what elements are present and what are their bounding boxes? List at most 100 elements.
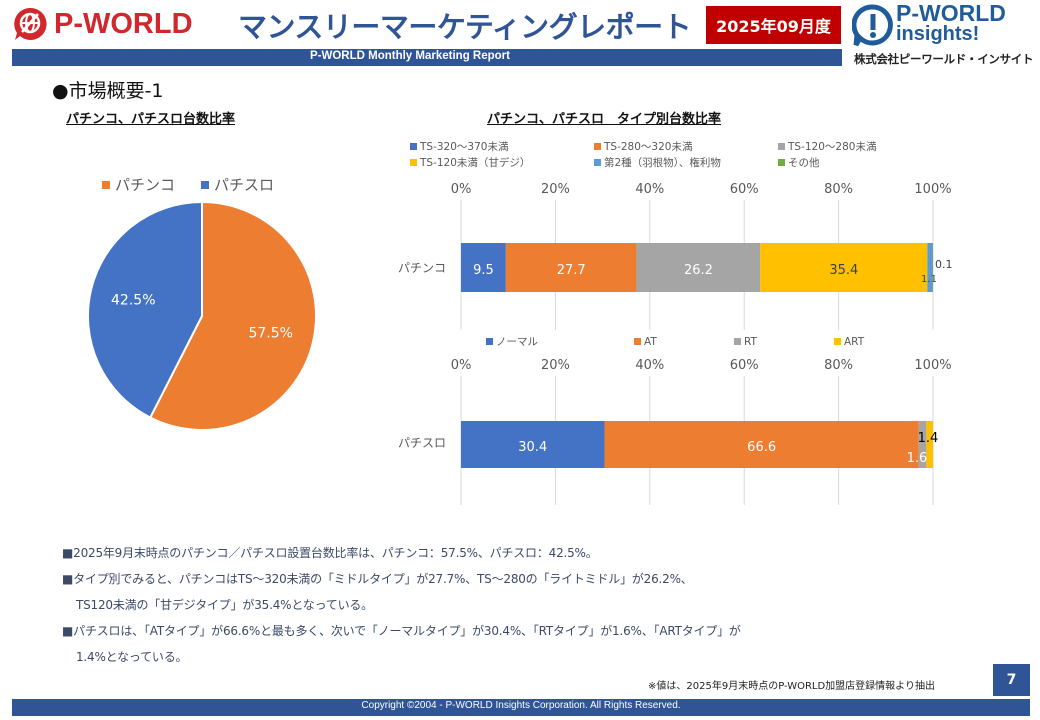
legend-swatch <box>634 338 641 345</box>
pie-data-label: 42.5% <box>111 293 155 309</box>
period-badge: 2025年09月度 <box>706 6 841 44</box>
legend-swatch <box>410 159 417 166</box>
legend-label: ART <box>844 335 865 348</box>
p-world-logo: P-WORLD <box>12 6 193 42</box>
x-tick-label: 20% <box>541 358 570 373</box>
legend-label: その他 <box>788 157 820 169</box>
copyright: Copyright ©2004 - P-WORLD Insights Corpo… <box>361 700 681 711</box>
bar-data-label: 30.4 <box>518 440 547 455</box>
type-chart-title: パチンコ、パチスロ タイプ別台数比率 <box>487 112 722 127</box>
pie-legend-item: パチンコ <box>102 174 175 195</box>
legend-swatch <box>778 159 785 166</box>
legend-item: AT <box>634 334 734 349</box>
pie-slice-pachislot <box>87 200 203 419</box>
bar-data-label: 1.4 <box>918 431 939 446</box>
subtitle-bar: P-WORLD Monthly Marketing Report <box>12 49 842 66</box>
legend-swatch <box>734 338 741 345</box>
category-label: パチンコ <box>398 261 446 275</box>
x-tick-label: 100% <box>914 182 951 197</box>
insights-brand: P-WORLD <box>896 0 1006 26</box>
legend-label: ノーマル <box>496 336 538 348</box>
pie-chart: 57.5% 42.5% <box>87 200 317 431</box>
pie-slice-pachinko <box>148 200 317 431</box>
insights-sub: insights! <box>896 23 980 45</box>
legend-swatch <box>834 338 841 345</box>
legend-swatch <box>594 159 601 166</box>
note-line: ■タイプ別でみると、パチンコはTS〜320未満の「ミドルタイプ」が27.7%、T… <box>62 572 693 586</box>
pie-legend-item: パチスロ <box>201 174 274 195</box>
bar-data-label: 0.1 <box>935 258 953 271</box>
report-subtitle: P-WORLD Monthly Marketing Report <box>310 50 510 62</box>
legend-label: AT <box>644 335 657 348</box>
exclamation-bubble-icon <box>852 4 893 47</box>
category-label: パチスロ <box>398 436 446 450</box>
bar-segment <box>461 421 605 468</box>
note-line: 1.4%となっている。 <box>76 650 188 664</box>
bar-data-label: 1.6 <box>907 451 928 466</box>
legend-label: 第2種（羽根物）、権利物 <box>604 157 721 169</box>
note-line: ■2025年9月末時点のパチンコ／パチスロ設置台数比率は、パチンコ：57.5%、… <box>62 546 598 560</box>
x-tick-label: 100% <box>914 358 951 373</box>
pachinko-type-legend: TS-320〜370未満 TS-280〜320未満 TS-120〜280未満 TS-1… <box>410 139 900 170</box>
legend-item: RT <box>734 334 834 349</box>
bar-segment <box>760 243 928 292</box>
bar-segment <box>505 243 637 292</box>
legend-swatch <box>486 338 493 345</box>
legend-item: ART <box>834 334 914 349</box>
source-footnote: ※値は、2025年9月末時点のP-WORLD加盟店登録情報より抽出 <box>648 681 935 692</box>
legend-item: 第2種（羽根物）、権利物 <box>594 155 778 170</box>
legend-swatch <box>410 143 417 150</box>
x-tick-label: 80% <box>824 358 853 373</box>
legend-swatch <box>594 143 601 150</box>
section-title: ●市場概要-1 <box>52 80 164 102</box>
legend-item: TS-120未満（甘デジ） <box>410 155 594 170</box>
p-world-insights-logo: P-WORLD insights! 株式会社ピーワールド・インサイト <box>852 2 1038 68</box>
bar-data-label: 9.5 <box>473 263 494 278</box>
legend-item: TS-280〜320未満 <box>594 139 778 154</box>
legend-label: TS-320〜370未満 <box>420 141 509 153</box>
brand-name: P-WORLD <box>54 7 193 40</box>
bar-segment <box>926 421 933 468</box>
bar-data-label: 66.6 <box>747 440 776 455</box>
bar-data-label: 1.1 <box>921 274 937 285</box>
pie-chart-title: パチンコ、パチスロ台数比率 <box>66 112 236 127</box>
bar-segment <box>604 421 919 468</box>
legend-swatch <box>778 143 785 150</box>
legend-item: その他 <box>778 155 898 170</box>
legend-swatch <box>201 180 210 189</box>
pachislot-type-legend: ノーマル AT RT ART <box>486 334 906 349</box>
x-tick-label: 0% <box>451 182 472 197</box>
bar-segment <box>636 243 761 292</box>
pie-legend: パチンコ パチスロ <box>102 174 274 195</box>
report-title: マンスリーマーケティングレポート <box>238 10 692 44</box>
legend-item: TS-120〜280未満 <box>778 139 898 154</box>
bar-segment <box>461 243 506 292</box>
page-number: 7 <box>993 664 1030 696</box>
bar-data-label: 27.7 <box>557 263 586 278</box>
legend-item: ノーマル <box>486 334 634 349</box>
pie-data-label: 57.5% <box>248 325 292 341</box>
x-tick-label: 80% <box>824 182 853 197</box>
x-tick-label: 60% <box>730 182 759 197</box>
legend-item: TS-320〜370未満 <box>410 139 594 154</box>
type-bar-charts: 0% 20% 40% 60% 80% 100% パチンコ 9.5 27.7 26.2 35.4 1.1… <box>398 182 953 505</box>
x-tick-label: 60% <box>730 358 759 373</box>
legend-label: TS-120未満（甘デジ） <box>420 157 531 169</box>
note-line: ■パチスロは、「ATタイプ」が66.6%と最も多く、次いで「ノーマルタイプ」が3… <box>62 624 741 638</box>
x-tick-label: 0% <box>451 358 472 373</box>
company-name: 株式会社ピーワールド・インサイト <box>854 52 1034 66</box>
x-tick-label: 40% <box>635 182 664 197</box>
legend-label: RT <box>744 335 757 348</box>
note-line: TS120未満の「甘デジタイプ」が35.4%となっている。 <box>76 598 373 612</box>
legend-label: TS-280〜320未満 <box>604 141 693 153</box>
x-tick-label: 20% <box>541 182 570 197</box>
footer-bar: Copyright ©2004 - P-WORLD Insights Corpo… <box>12 699 1030 716</box>
legend-label: パチンコ <box>115 176 176 194</box>
bar-data-label: 35.4 <box>829 263 858 278</box>
legend-swatch <box>102 180 110 189</box>
bar-segment <box>918 421 927 468</box>
legend-label: TS-120〜280未満 <box>788 141 877 153</box>
bar-segment <box>932 243 934 292</box>
x-tick-label: 40% <box>635 358 664 373</box>
bar-data-label: 26.2 <box>684 263 713 278</box>
